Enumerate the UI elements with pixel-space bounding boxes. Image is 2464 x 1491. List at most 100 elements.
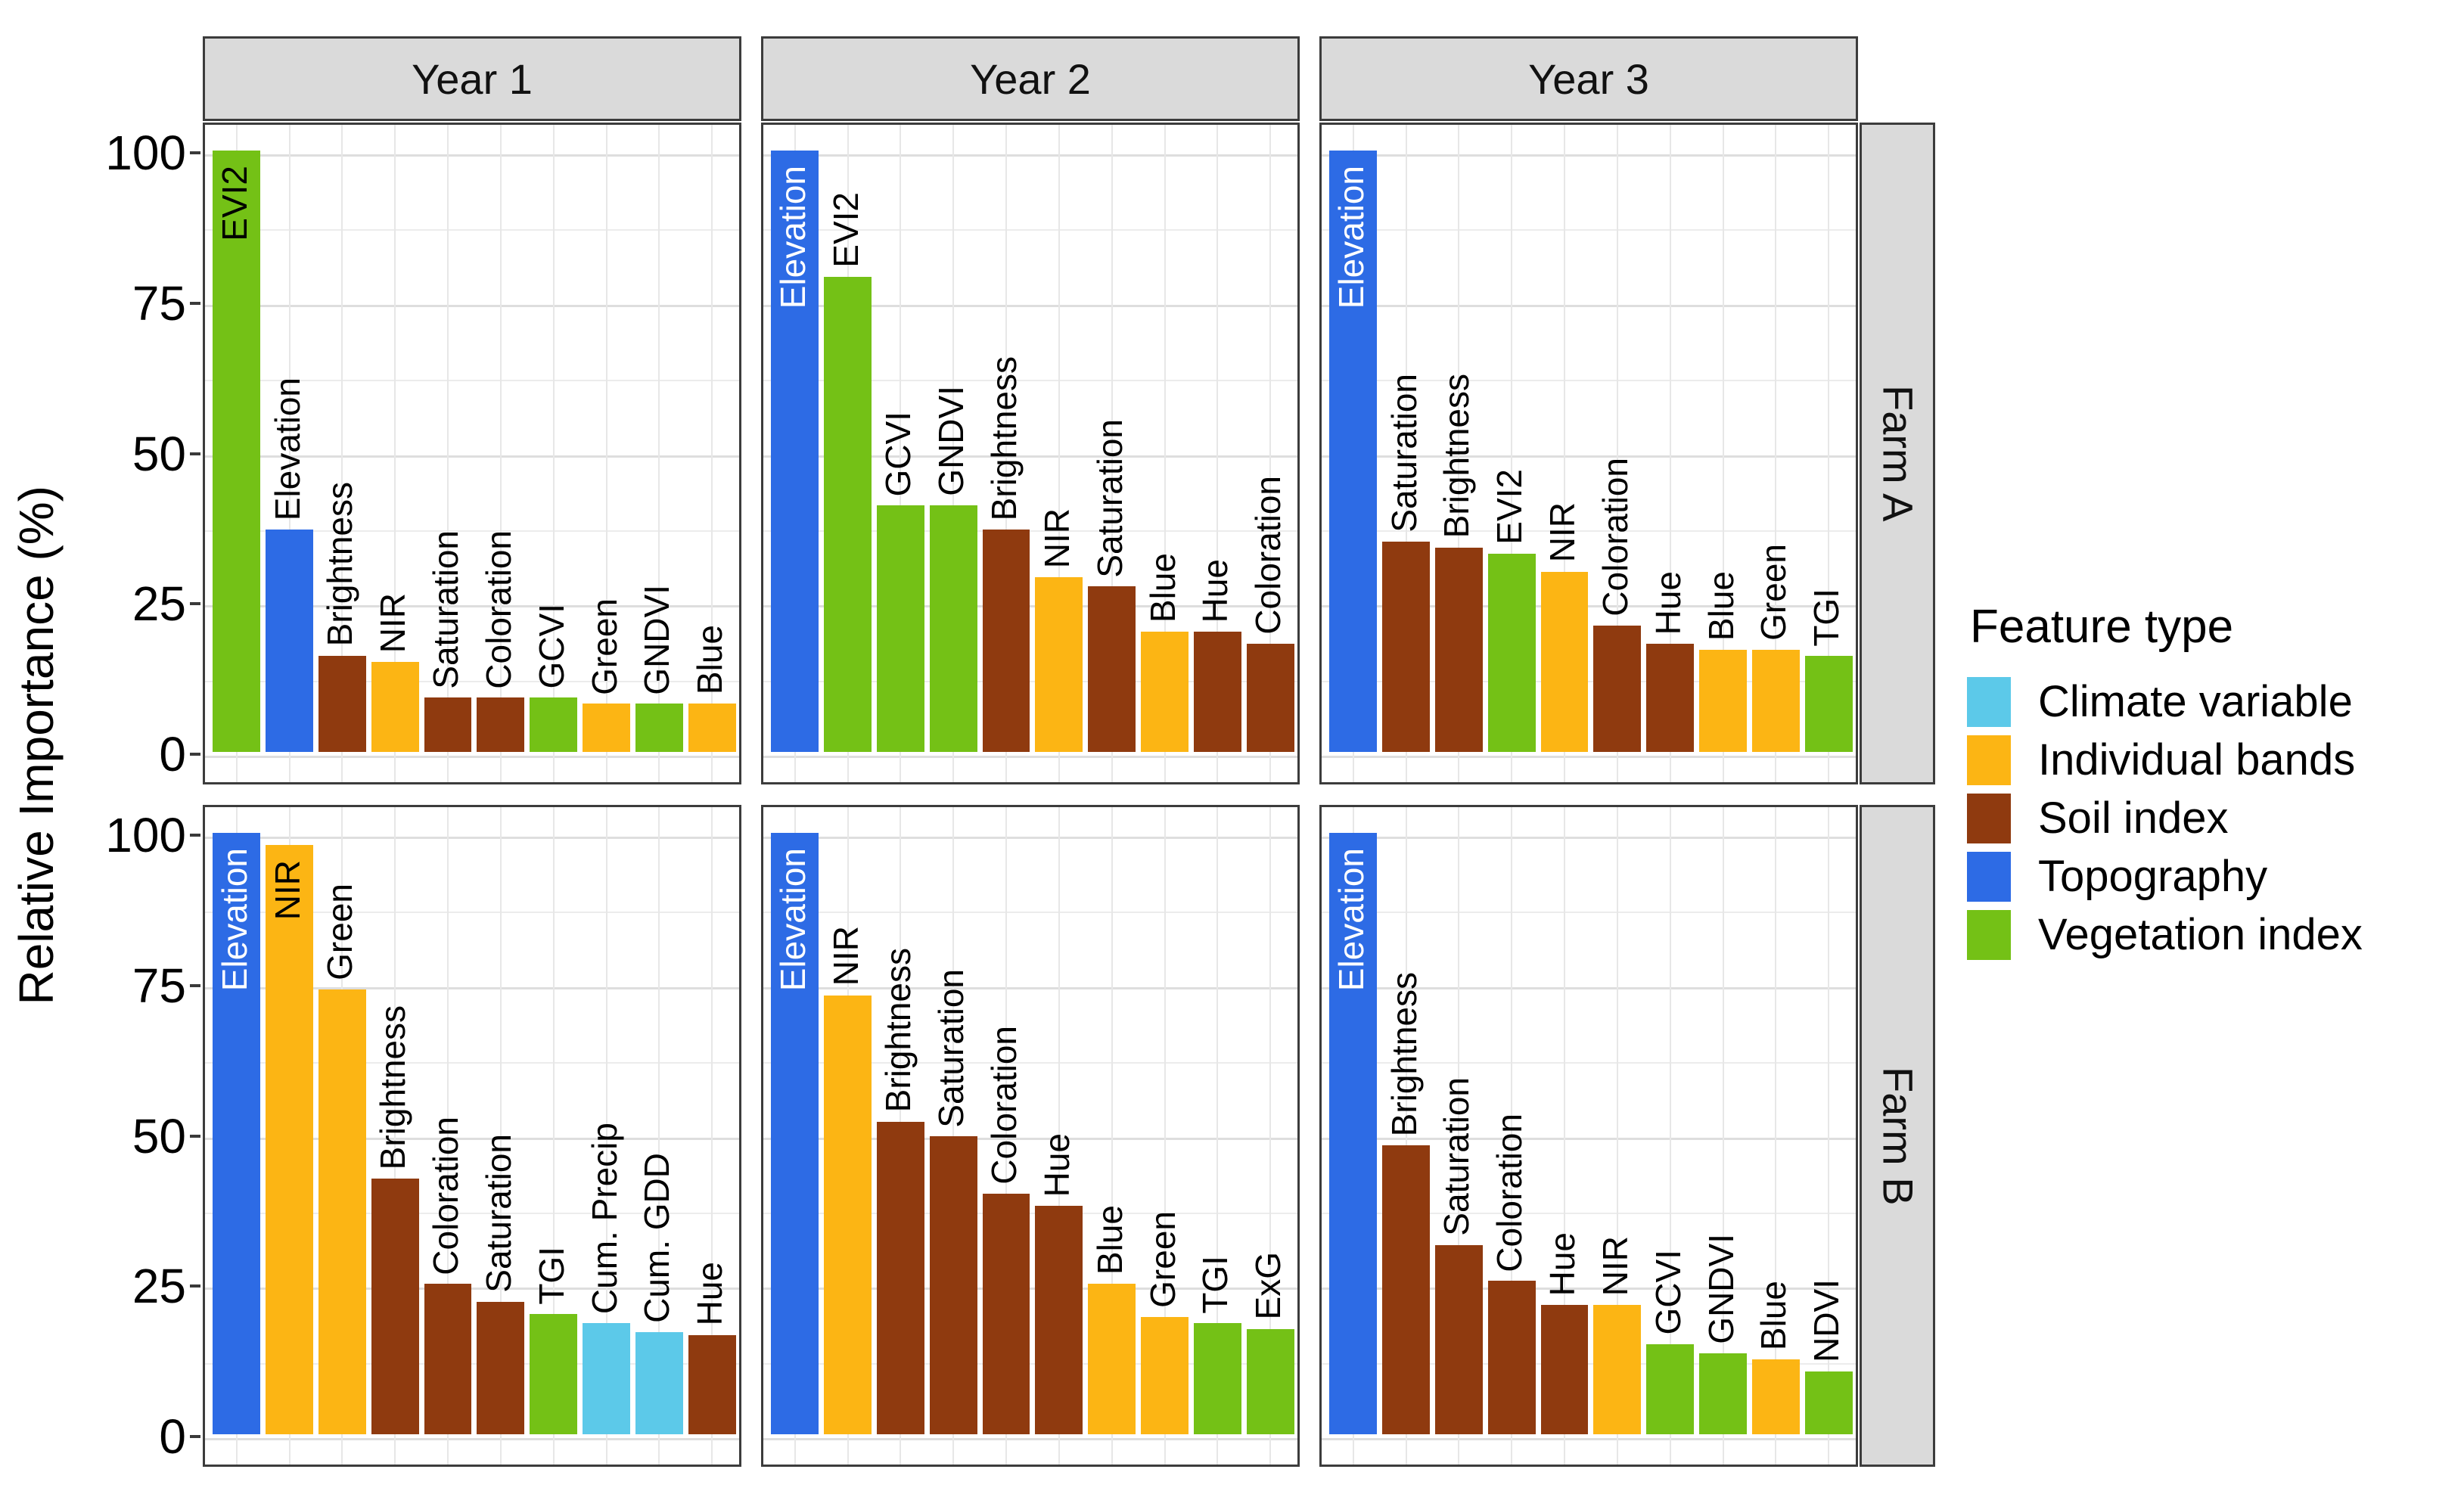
gridline-v bbox=[1005, 807, 1008, 1465]
legend-label: Climate variable bbox=[2038, 677, 2353, 726]
legend-item-vegetation-index: Vegetation index bbox=[1967, 909, 2459, 960]
gridline-v bbox=[1216, 125, 1219, 782]
gridline-v bbox=[1458, 807, 1460, 1465]
gridline-h-75 bbox=[205, 986, 739, 989]
bar-green bbox=[1141, 1316, 1188, 1434]
bar-label-nir: NIR bbox=[267, 859, 307, 921]
facet-col-strip-year-1: Year 1 bbox=[203, 36, 741, 121]
bar-label-gndvi: GNDVI bbox=[931, 386, 971, 497]
bar-brightness bbox=[1382, 1145, 1431, 1434]
bar-coloration bbox=[982, 1194, 1030, 1434]
bar-gndvi bbox=[1699, 1353, 1747, 1434]
bar-label-hue: Hue bbox=[690, 1262, 730, 1326]
bar-label-brightness: Brightness bbox=[1437, 374, 1477, 539]
gridline-v bbox=[1111, 807, 1113, 1465]
panel-year-2-farm-b: Elevation NIR Brightness Saturation Colorati… bbox=[761, 805, 1300, 1467]
bar-elevation bbox=[1329, 833, 1378, 1434]
y-tick-mark bbox=[190, 983, 200, 987]
y-tick-label-100: 100 bbox=[105, 126, 186, 180]
bar-label-blue: Blue bbox=[1089, 1205, 1129, 1275]
gridline-h-50 bbox=[205, 1137, 739, 1140]
bar-label-ndvi: NDVI bbox=[1807, 1278, 1847, 1362]
gridline-v bbox=[1775, 807, 1777, 1465]
bar-label-saturation: Saturation bbox=[1089, 418, 1129, 578]
legend-item-topography: Topography bbox=[1967, 851, 2459, 902]
gridline-h-62.5 bbox=[763, 1062, 1297, 1064]
gridline-h-50 bbox=[763, 455, 1297, 458]
gridline-h-87.5 bbox=[763, 229, 1297, 231]
y-tick-label-0: 0 bbox=[159, 727, 186, 781]
bar-label-saturation: Saturation bbox=[931, 968, 971, 1128]
gridline-h-37.5 bbox=[205, 1212, 739, 1214]
gridline-v bbox=[1164, 125, 1166, 782]
gridline-v bbox=[394, 125, 396, 782]
gridline-v bbox=[1458, 125, 1460, 782]
facet-row-strip-farm-a: Farm A bbox=[1860, 123, 1935, 784]
bar-nir bbox=[266, 844, 314, 1434]
gridline-v bbox=[447, 807, 449, 1465]
bar-label-coloration: Coloration bbox=[478, 530, 518, 689]
bar-brightness bbox=[877, 1121, 924, 1434]
bar-brightness bbox=[982, 529, 1030, 752]
bar-label-elevation: Elevation bbox=[267, 377, 307, 520]
bar-evi2 bbox=[824, 276, 872, 752]
y-tick-label-25: 25 bbox=[132, 1259, 186, 1314]
bar-coloration bbox=[424, 1284, 472, 1434]
bar-label-hue: Hue bbox=[1543, 1232, 1583, 1297]
y-tick-label-75: 75 bbox=[132, 275, 186, 331]
legend-label: Soil index bbox=[2038, 794, 2229, 843]
bar-label-evi2: EVI2 bbox=[825, 192, 865, 268]
y-tick-mark bbox=[190, 452, 200, 455]
facet-row-label: Farm A bbox=[1874, 385, 1922, 522]
bar-evi2 bbox=[213, 151, 261, 752]
bar-label-exg: ExG bbox=[1248, 1252, 1288, 1320]
bar-label-nir: NIR bbox=[1595, 1235, 1635, 1297]
legend-label: Individual bands bbox=[2038, 735, 2356, 784]
gridline-v bbox=[605, 125, 607, 782]
bar-blue bbox=[1141, 632, 1188, 752]
gridline-h-37.5 bbox=[1322, 1212, 1856, 1214]
facet-col-label: Year 2 bbox=[970, 54, 1091, 103]
gridline-h-87.5 bbox=[1322, 229, 1856, 231]
gridline-h-12.5 bbox=[205, 680, 739, 682]
bar-ndvi bbox=[1804, 1371, 1853, 1434]
legend-items: Climate variable Individual bands Soil ind… bbox=[1967, 676, 2459, 960]
bar-saturation bbox=[929, 1136, 977, 1434]
gridline-v bbox=[288, 125, 291, 782]
bar-label-brightness: Brightness bbox=[1384, 972, 1424, 1137]
gridline-h-25 bbox=[1322, 605, 1856, 608]
bar-label-coloration: Coloration bbox=[426, 1116, 466, 1275]
bar-saturation bbox=[1382, 541, 1431, 752]
bar-hue bbox=[688, 1334, 736, 1434]
gridline-v bbox=[1722, 125, 1724, 782]
bar-label-green: Green bbox=[1142, 1211, 1182, 1308]
facet-col-label: Year 3 bbox=[1528, 54, 1649, 103]
bar-cum-gdd bbox=[635, 1331, 683, 1434]
legend-swatch-soil-index bbox=[1967, 793, 2011, 843]
bar-label-tgi: TGI bbox=[1807, 589, 1847, 647]
panel-year-3-farm-b: Elevation Brightness Saturation Coloration H… bbox=[1319, 805, 1858, 1467]
bar-label-coloration: Coloration bbox=[984, 1026, 1024, 1185]
gridline-v bbox=[1669, 125, 1671, 782]
bar-label-coloration: Coloration bbox=[1595, 458, 1635, 617]
bar-label-coloration: Coloration bbox=[1490, 1113, 1530, 1272]
bar-hue bbox=[1646, 643, 1695, 752]
bar-label-gcvi: GCVI bbox=[878, 411, 918, 497]
gridline-h-37.5 bbox=[763, 530, 1297, 532]
panel-year-2-farm-a: Elevation EVI2 GCVI GNDVI Brightness NIR Satur… bbox=[761, 123, 1300, 784]
gridline-h-0 bbox=[1322, 1438, 1856, 1440]
bar-tgi bbox=[530, 1314, 578, 1434]
bar-label-nir: NIR bbox=[1036, 508, 1077, 569]
bar-coloration bbox=[477, 697, 525, 752]
gridline-h-75 bbox=[1322, 304, 1856, 307]
y-tick-mark bbox=[190, 1134, 200, 1138]
gridline-h-62.5 bbox=[1322, 1062, 1856, 1064]
gridline-h-25 bbox=[1322, 1288, 1856, 1291]
bar-label-green: Green bbox=[320, 883, 360, 980]
legend: Feature type Climate variable Individual … bbox=[1967, 600, 2459, 968]
y-tick-label-100: 100 bbox=[105, 808, 186, 862]
bar-label-green: Green bbox=[1754, 544, 1794, 641]
bar-label-brightness: Brightness bbox=[320, 482, 360, 647]
bar-saturation bbox=[1088, 586, 1136, 752]
